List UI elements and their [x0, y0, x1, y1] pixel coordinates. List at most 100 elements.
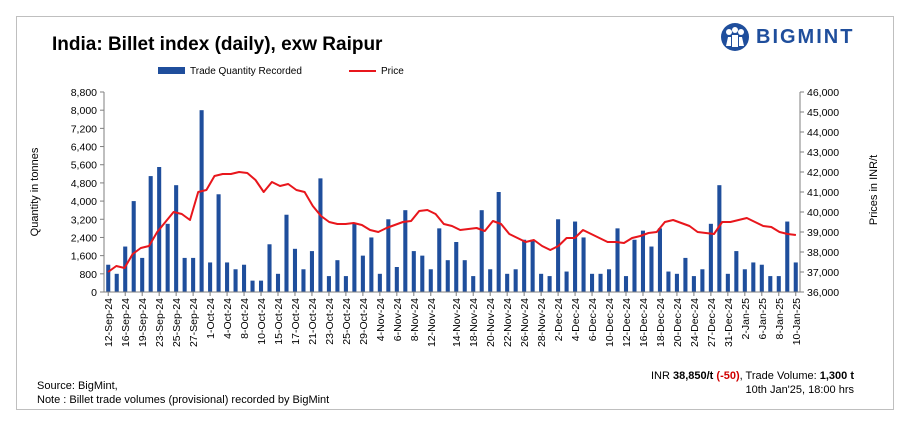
quantity-bar — [530, 239, 535, 292]
x-tick-label: 16-Sep-24 — [120, 298, 132, 347]
price-summary: INR 38,850/t (-50), Trade Volume: 1,300 … — [651, 369, 854, 397]
y2-tick-label: 41,000 — [807, 187, 839, 199]
x-tick-label: 4-Dec-24 — [570, 298, 582, 341]
quantity-bar — [573, 221, 578, 292]
quantity-bar — [191, 257, 196, 292]
quantity-bar — [776, 276, 781, 292]
y-tick-label: 8,000 — [71, 105, 97, 117]
quantity-bar — [394, 267, 399, 292]
quantity-bar — [471, 276, 476, 292]
y2-tick-label: 46,000 — [807, 87, 839, 99]
y-tick-label: 7,200 — [71, 123, 97, 135]
brand-logo: BIGMINT — [720, 22, 854, 52]
quantity-bar — [496, 192, 501, 292]
quantity-bar — [377, 273, 382, 292]
quantity-bar — [123, 246, 128, 292]
x-tick-label: 25-Oct-24 — [341, 298, 353, 345]
legend-bar-label: Trade Quantity Recorded — [190, 66, 302, 77]
x-tick-label: 14-Nov-24 — [451, 298, 463, 347]
x-tick-label: 16-Dec-24 — [638, 298, 650, 347]
quantity-bar — [403, 210, 408, 292]
x-tick-label: 2-Dec-24 — [553, 298, 565, 341]
y-tick-label: 4,000 — [71, 196, 97, 208]
x-tick-label: 10-Jan-25 — [791, 298, 803, 345]
quantity-bar — [326, 276, 331, 292]
x-tick-label: 31-Dec-24 — [723, 298, 735, 347]
y-tick-label: 6,400 — [71, 142, 97, 154]
y-tick-label: 2,400 — [71, 232, 97, 244]
legend-bar-swatch — [158, 67, 185, 74]
brand-emblem-icon — [721, 23, 749, 51]
y-tick-label: 5,600 — [71, 160, 97, 172]
x-tick-label: 28-Nov-24 — [536, 298, 548, 347]
y2-tick-label: 39,000 — [807, 227, 839, 239]
quantity-bar — [725, 273, 730, 292]
quantity-bar — [590, 273, 595, 292]
x-tick-label: 12-Sep-24 — [103, 298, 115, 347]
chart-frame — [16, 16, 894, 410]
note-text: Note : Billet trade volumes (provisional… — [37, 394, 330, 406]
y-tick-label: 4,800 — [71, 178, 97, 190]
x-tick-label: 19-Sep-24 — [137, 298, 149, 347]
page-title: India: Billet index (daily), exw Raipur — [52, 34, 383, 55]
brand-name: BIGMINT — [756, 25, 855, 48]
quantity-bar — [208, 262, 213, 292]
quantity-bar — [182, 257, 187, 292]
quantity-bar — [717, 185, 722, 292]
y-tick-label: 8,800 — [71, 87, 97, 99]
quantity-bar — [454, 242, 459, 292]
price-value: 38,850/t — [672, 370, 714, 382]
quantity-bar — [751, 262, 756, 292]
quantity-bar — [479, 210, 484, 292]
quantity-bar — [386, 219, 391, 292]
y-axis-label: Quantity in tonnes — [29, 147, 41, 236]
quantity-bar — [691, 276, 696, 292]
quantity-bar — [445, 260, 450, 292]
quantity-bar — [598, 273, 603, 292]
quantity-bar — [131, 201, 136, 292]
quantity-bar — [522, 239, 527, 292]
quantity-bar — [759, 264, 764, 292]
y-tick-label: 1,600 — [71, 251, 97, 263]
x-tick-label: 26-Nov-24 — [519, 298, 531, 347]
quantity-bar — [768, 276, 773, 292]
quantity-bar — [352, 223, 357, 292]
legend-line-label: Price — [381, 66, 404, 77]
x-tick-label: 1-Oct-24 — [205, 298, 217, 339]
x-tick-label: 17-Oct-24 — [290, 298, 302, 345]
x-tick-label: 25-Sep-24 — [171, 298, 183, 347]
quantity-bar — [258, 280, 264, 292]
quantity-bar — [547, 276, 552, 292]
x-tick-label: 4-Oct-24 — [222, 298, 234, 339]
x-tick-label: 6-Dec-24 — [587, 298, 599, 341]
quantity-bar — [488, 269, 493, 292]
x-tick-label: 23-Oct-24 — [324, 298, 336, 345]
x-tick-label: 12-Dec-24 — [621, 298, 633, 347]
quantity-bar — [233, 269, 238, 292]
y2-axis-label: Prices in INR/t — [868, 155, 880, 225]
x-tick-label: 8-Jan-25 — [774, 298, 786, 340]
quantity-bar — [360, 255, 365, 292]
quantity-bar — [683, 257, 688, 292]
source-text: Source: BigMint, — [37, 380, 118, 392]
x-tick-label: 20-Nov-24 — [485, 298, 497, 347]
quantity-bar — [225, 262, 230, 292]
quantity-bar — [742, 269, 747, 292]
x-tick-label: 4-Nov-24 — [375, 298, 387, 341]
x-tick-label: 23-Sep-24 — [154, 298, 166, 347]
quantity-bar — [165, 223, 170, 292]
x-tick-label: 8-Oct-24 — [239, 298, 251, 339]
quantity-bar — [734, 251, 739, 292]
quantity-bar — [301, 269, 306, 292]
quantity-bar — [106, 264, 111, 292]
x-tick-label: 8-Nov-24 — [409, 298, 421, 341]
quantity-bar — [343, 276, 348, 292]
x-tick-label: 10-Oct-24 — [256, 298, 268, 345]
quantity-bar — [657, 228, 662, 292]
y2-tick-label: 45,000 — [807, 107, 839, 119]
x-tick-label: 27-Dec-24 — [706, 298, 718, 347]
quantity-bar — [649, 246, 654, 292]
x-tick-label: 12-Nov-24 — [426, 298, 438, 347]
y2-tick-label: 36,000 — [807, 287, 839, 299]
quantity-bar — [309, 251, 314, 292]
